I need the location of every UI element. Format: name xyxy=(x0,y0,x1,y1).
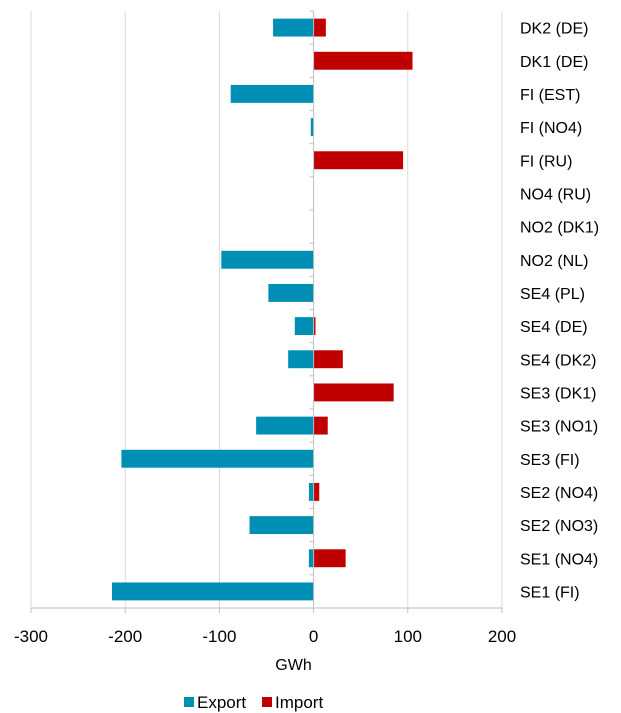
bar-export xyxy=(121,449,314,468)
bar-export xyxy=(112,582,314,601)
bar-export xyxy=(308,549,314,568)
x-tick-labels: -300 -200 -100 0 100 200 xyxy=(14,627,516,646)
bar-import xyxy=(313,549,346,568)
category-label: NO4 (RU) xyxy=(520,186,591,203)
bar-import xyxy=(313,51,413,70)
category-label: SE4 (DK2) xyxy=(520,352,596,369)
bar-export xyxy=(308,482,314,501)
bar-export xyxy=(310,118,314,137)
category-label: SE1 (FI) xyxy=(520,584,580,601)
category-label: SE4 (PL) xyxy=(520,286,585,303)
category-label: FI (RU) xyxy=(520,153,572,170)
x-axis-title: GWh xyxy=(275,657,311,674)
category-label: FI (EST) xyxy=(520,87,580,104)
legend: Export Import xyxy=(184,693,323,712)
axes xyxy=(30,10,503,613)
bar-export xyxy=(230,84,314,103)
category-label: DK1 (DE) xyxy=(520,54,588,71)
category-labels: DK2 (DE) DK1 (DE) FI (EST) FI (NO4) FI (RU) N… xyxy=(520,21,599,602)
legend-label-import: Import xyxy=(275,693,323,712)
legend-swatch-import xyxy=(262,697,272,707)
x-tick-label: 200 xyxy=(488,627,516,646)
bar-export xyxy=(268,283,314,302)
bar-import xyxy=(313,18,326,37)
bar-export xyxy=(221,250,314,269)
x-tick-label: 100 xyxy=(394,627,422,646)
bar-import xyxy=(313,151,404,170)
bar-import xyxy=(313,416,328,435)
bar-import xyxy=(313,317,316,336)
bar-export xyxy=(294,317,314,336)
category-label: SE2 (NO4) xyxy=(520,485,598,502)
category-label: SE1 (NO4) xyxy=(520,551,598,568)
bar-import xyxy=(313,482,320,501)
category-label: SE3 (NO1) xyxy=(520,419,598,436)
category-label: NO2 (NL) xyxy=(520,253,588,270)
x-tick-label: -200 xyxy=(108,627,142,646)
x-tick-label: -100 xyxy=(202,627,236,646)
x-tick-label: -300 xyxy=(14,627,48,646)
legend-label-export: Export xyxy=(197,693,246,712)
x-tick-label: 0 xyxy=(309,627,318,646)
bar-export xyxy=(256,416,314,435)
bars xyxy=(112,18,413,601)
bar-export xyxy=(249,516,314,535)
category-label: SE4 (DE) xyxy=(520,319,588,336)
bar-import xyxy=(313,383,394,402)
bar-export xyxy=(288,350,314,369)
bar-import xyxy=(313,350,343,369)
bar-export xyxy=(273,18,314,37)
category-label: NO2 (DK1) xyxy=(520,220,599,237)
category-label: DK2 (DE) xyxy=(520,21,588,38)
category-label: SE3 (FI) xyxy=(520,452,580,469)
category-label: SE3 (DK1) xyxy=(520,385,596,402)
gridlines xyxy=(30,11,503,608)
category-label: SE2 (NO3) xyxy=(520,518,598,535)
legend-swatch-export xyxy=(184,697,194,707)
category-label: FI (NO4) xyxy=(520,120,582,137)
